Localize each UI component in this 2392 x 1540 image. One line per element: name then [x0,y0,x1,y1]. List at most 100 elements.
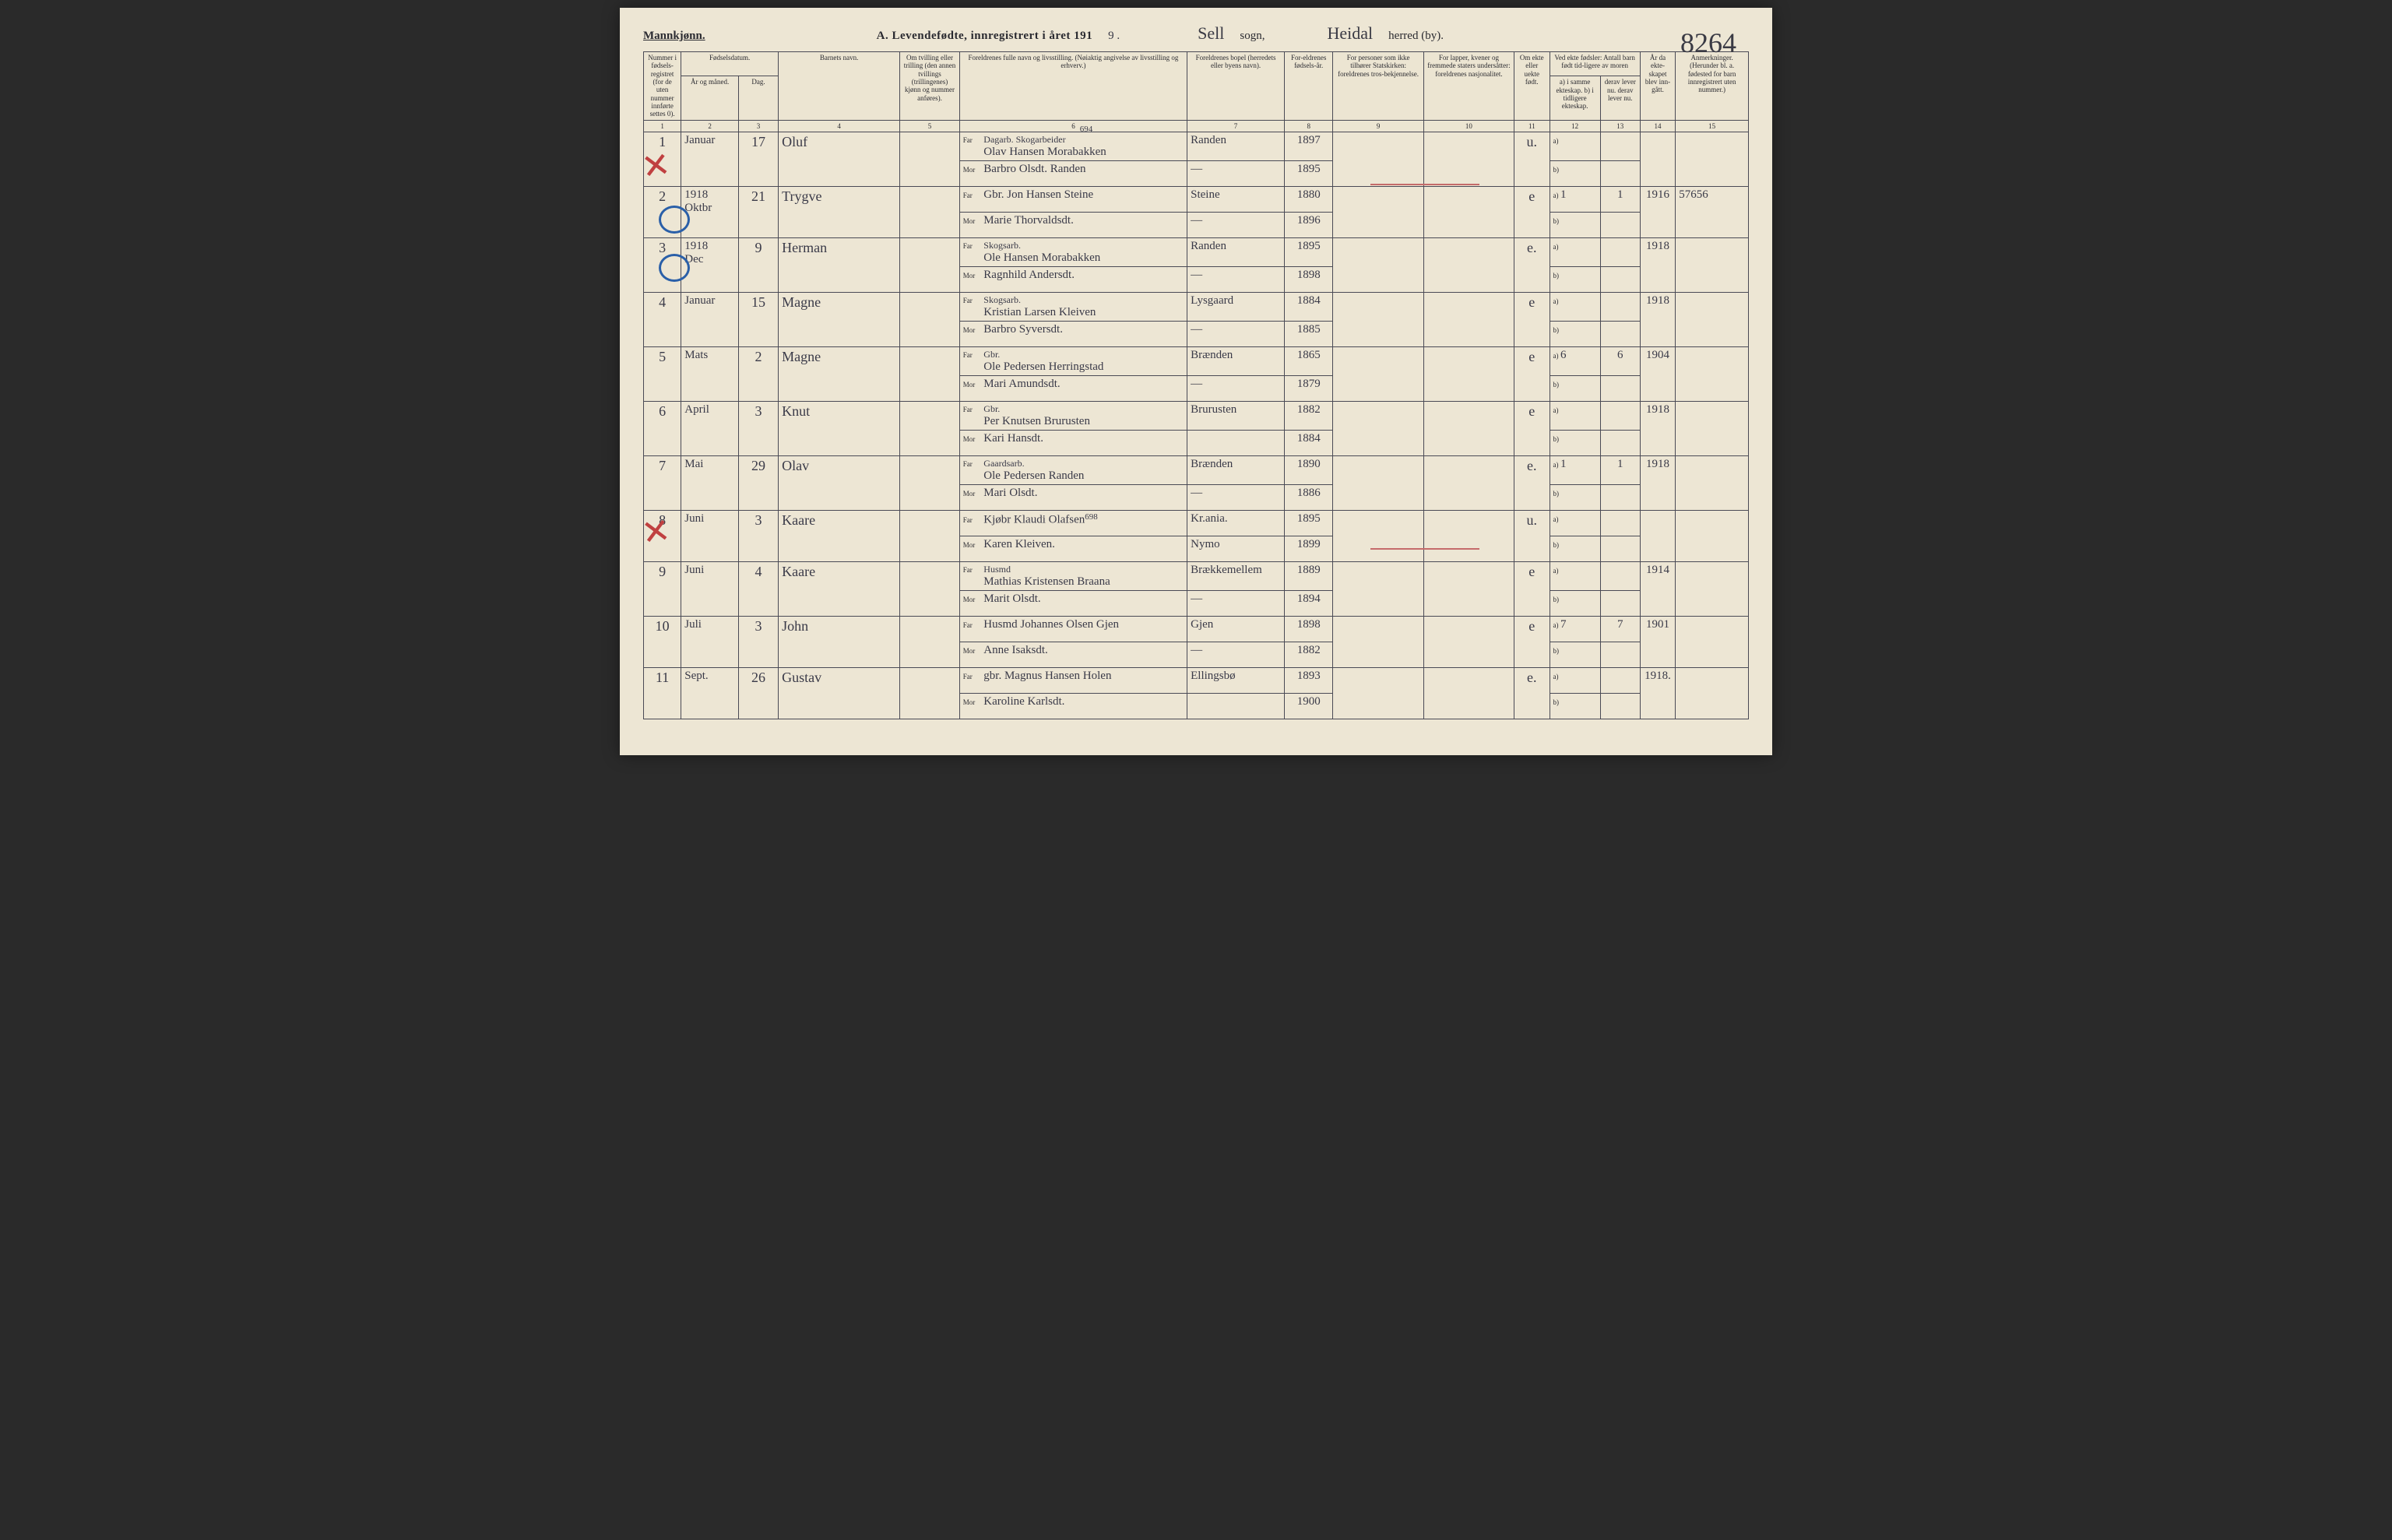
sogn-handwritten: Sell [1198,23,1224,44]
row-number: 3 [644,237,681,292]
mother-cell: Mor Mari Amundsdt. [959,375,1187,401]
bopel-mor: — [1187,590,1285,616]
marriage-year-cell [1640,132,1675,186]
bopel-far: Randen [1187,237,1285,266]
bopel-mor: — [1187,160,1285,186]
child-name: Gustav [779,667,900,719]
birth-month: Mai [681,455,739,510]
table-row: 8Juni3KaareFar Kjøbr Klaudi Olafsen698Kr… [644,510,1749,536]
b-prev-cell: b) [1550,160,1600,186]
b-prev-cell: b) [1550,642,1600,667]
tros-cell [1333,616,1423,667]
father-cell: Far Husmd Mathias Kristensen Braana [959,561,1187,590]
column-number: 5 [900,120,960,132]
b-lever-cell [1600,160,1640,186]
birth-month: Juni [681,561,739,616]
year-far: 1880 [1284,186,1332,212]
birth-day: 3 [739,401,779,455]
b-lever-cell [1600,590,1640,616]
a-lever-cell [1600,561,1640,590]
twin-cell [900,346,960,401]
remarks-cell [1676,401,1749,455]
birth-month: Mats [681,346,739,401]
year-mor: 1900 [1284,693,1332,719]
col-header-6: Foreldrenes fulle navn og livsstilling. … [959,52,1187,121]
child-name: Oluf [779,132,900,186]
bopel-far: Brækkemellem [1187,561,1285,590]
remarks-cell [1676,132,1749,186]
mother-cell: Mor Marie Thorvaldsdt. [959,212,1187,237]
twin-cell [900,237,960,292]
column-number: 2 [681,120,739,132]
column-number: 6 [959,120,1187,132]
sogn-label: sogn, [1240,30,1265,43]
a-same-cell: a) [1550,667,1600,693]
father-cell: Far Gbr. Jon Hansen Steine [959,186,1187,212]
mother-cell: Mor Barbro Olsdt. Randen [959,160,1187,186]
twin-cell [900,292,960,346]
father-cell: Far Gbr. Ole Pedersen Herringstad [959,346,1187,375]
ekte-cell: e [1514,401,1550,455]
year-far: 1895 [1284,510,1332,536]
mother-cell: Mor Karen Kleiven. [959,536,1187,561]
child-name: Herman [779,237,900,292]
tros-cell [1333,132,1423,186]
column-number: 12 [1550,120,1600,132]
bopel-mor: — [1187,321,1285,346]
row-number: 6 [644,401,681,455]
remarks-cell [1676,510,1749,561]
bopel-far: Randen [1187,132,1285,160]
year-far: 1884 [1284,292,1332,321]
table-row: 1Januar17Oluf694Far Dagarb. Skogarbeider… [644,132,1749,160]
year-far: 1895 [1284,237,1332,266]
bopel-far: Kr.ania. [1187,510,1285,536]
page-number-handwritten: 8264 [1680,26,1736,59]
table-row: 9Juni4KaareFar Husmd Mathias Kristensen … [644,561,1749,590]
column-number: 1 [644,120,681,132]
year-far: 1893 [1284,667,1332,693]
marriage-year-cell: 1916 [1640,186,1675,237]
nasjonalitet-cell [1423,401,1514,455]
col-header-4: Barnets navn. [779,52,900,121]
twin-cell [900,186,960,237]
table-row: 31918Dec9HermanFar Skogsarb. Ole Hansen … [644,237,1749,266]
father-cell: Far Husmd Johannes Olsen Gjen [959,616,1187,642]
a-lever-cell: 1 [1600,186,1640,212]
birth-month: Januar [681,132,739,186]
remarks-cell [1676,292,1749,346]
column-number: 3 [739,120,779,132]
nasjonalitet-cell [1423,346,1514,401]
birth-day: 29 [739,455,779,510]
column-number: 13 [1600,120,1640,132]
bopel-far: Ellingsbø [1187,667,1285,693]
table-row: 6April3KnutFar Gbr. Per Knutsen Bruruste… [644,401,1749,430]
year-mor: 1879 [1284,375,1332,401]
mother-cell: Mor Anne Isaksdt. [959,642,1187,667]
bopel-mor: — [1187,212,1285,237]
birth-day: 21 [739,186,779,237]
col-header-7: Foreldrenes bopel (herredets eller byens… [1187,52,1285,121]
ekte-cell: u. [1514,132,1550,186]
b-lever-cell [1600,484,1640,510]
tros-cell [1333,455,1423,510]
twin-cell [900,510,960,561]
ekte-cell: e. [1514,237,1550,292]
col-header-14: År da ekte-skapet blev inn-gått. [1640,52,1675,121]
register-page: Mannkjønn. A. Levendefødte, innregistrer… [620,8,1772,755]
row-number: 2 [644,186,681,237]
birth-month: Juli [681,616,739,667]
mother-cell: Mor Ragnhild Andersdt. [959,266,1187,292]
col-header-2: År og måned. [681,76,739,120]
tros-cell [1333,510,1423,561]
a-same-cell: a) [1550,237,1600,266]
col-header-1: Nummer i fødsels-registret (for de uten … [644,52,681,121]
b-prev-cell: b) [1550,375,1600,401]
father-cell: Far Skogsarb. Kristian Larsen Kleiven [959,292,1187,321]
b-prev-cell: b) [1550,430,1600,455]
a-same-cell: a) [1550,401,1600,430]
row-number: 4 [644,292,681,346]
tros-cell [1333,292,1423,346]
bopel-mor: — [1187,642,1285,667]
b-lever-cell [1600,321,1640,346]
birth-day: 17 [739,132,779,186]
